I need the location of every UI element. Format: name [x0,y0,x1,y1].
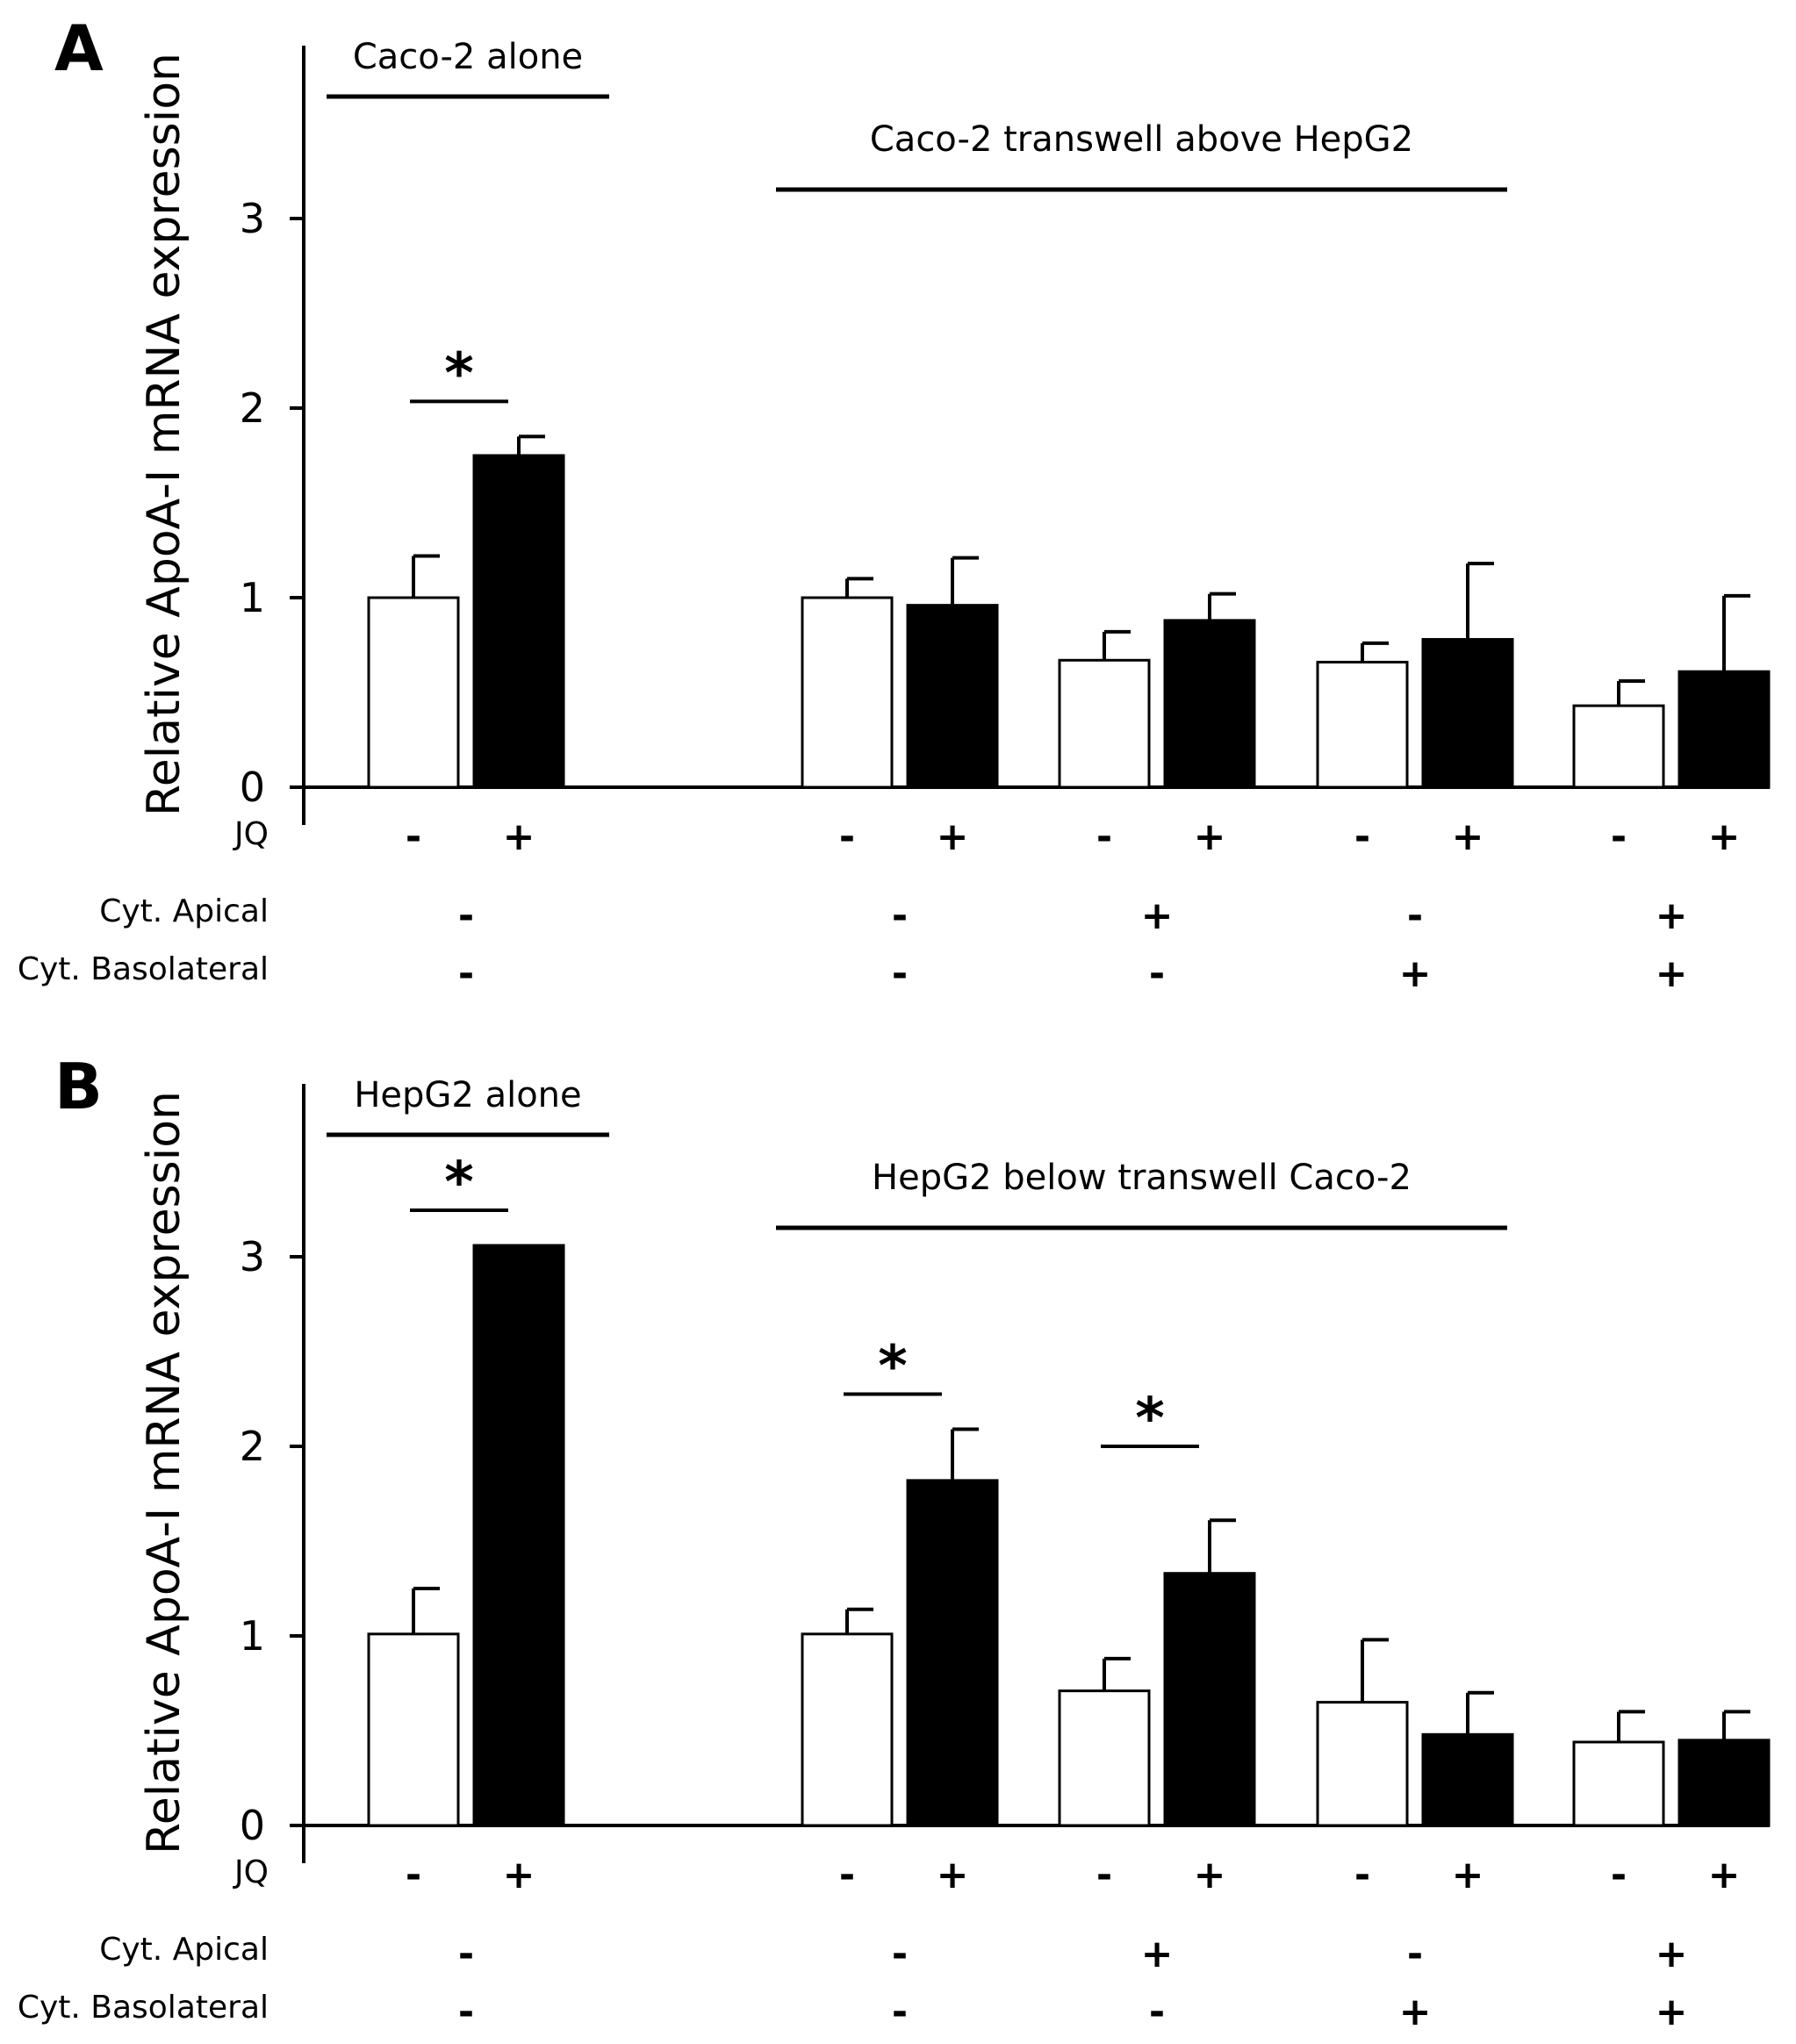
cyt-apical-sign: - [892,893,908,938]
jq-sign: - [1354,1853,1370,1897]
jq-sign: + [937,814,969,859]
cyt-apical-sign: + [1656,893,1688,938]
cyt-basolateral-sign: + [1656,1990,1688,2034]
y-axis-title: Relative ApoA-I mRNA expression [138,1091,190,1854]
panel-b: B 0 1 2 3 Relative ApoA-I mRNA expression HepG… [18,1050,1771,2034]
bar-jq-plus [472,1244,565,1827]
bar-jq-plus [1421,1732,1514,1827]
bar-jq-plus [1421,638,1514,789]
cyt-apical-sign: + [1656,1932,1688,1976]
cyt-basolateral-sign: - [458,951,474,996]
cyt-basolateral-sign: - [1149,1990,1165,2034]
bar-jq-minus [1316,1701,1409,1827]
jq-sign: + [1708,814,1741,859]
group-label: HepG2 alone [354,1075,581,1115]
cyt-apical-sign: - [892,1932,908,1976]
jq-sign: - [406,814,421,859]
bar-jq-minus [367,596,460,789]
row-label-jq: JQ [233,1854,269,1890]
jq-sign: - [1611,814,1627,859]
bar-jq-minus [1572,704,1665,789]
bar-jq-minus [1316,660,1409,789]
cyt-apical-sign: - [458,1932,474,1976]
jq-sign: + [1452,814,1484,859]
row-label-cyt-apical: Cyt. Apical [99,893,269,929]
cyt-basolateral-sign: + [1399,1990,1432,2034]
y-axis-title: Relative ApoA-I mRNA expression [138,53,190,816]
cyt-apical-sign: - [458,893,474,938]
cyt-basolateral-sign: + [1399,951,1432,996]
y-tick-label: 2 [240,1423,265,1470]
jq-sign: - [1096,1853,1112,1897]
jq-sign: + [1708,1853,1741,1897]
bar-jq-plus [906,604,999,789]
jq-sign: + [1194,814,1226,859]
cyt-apical-sign: - [1407,893,1423,938]
significance-star: * [878,1335,907,1400]
y-tick-label: 3 [240,195,265,242]
group-label: Caco-2 transwell above HepG2 [870,119,1413,160]
jq-sign: - [1611,1853,1627,1897]
bar-jq-minus [1572,1740,1665,1827]
panel-letter: A [54,11,104,85]
cyt-basolateral-sign: + [1656,951,1688,996]
y-tick-label: 2 [240,384,265,432]
group-label: HepG2 below transwell Caco-2 [872,1158,1412,1198]
cyt-basolateral-sign: - [892,951,908,996]
y-tick-label: 1 [240,1612,265,1660]
bar-jq-plus [906,1479,999,1827]
cyt-basolateral-sign: - [458,1990,474,2034]
bar-jq-plus [1677,1739,1771,1827]
jq-sign: - [839,1853,855,1897]
bar-jq-plus [1163,619,1256,789]
cyt-apical-sign: + [1141,1932,1174,1976]
jq-sign: + [937,1853,969,1897]
bar-jq-minus [1058,658,1151,789]
bar-jq-plus [1677,670,1771,789]
row-label-cyt-apical: Cyt. Apical [99,1932,269,1968]
cyt-basolateral-sign: - [1149,951,1165,996]
jq-sign: + [1194,1853,1226,1897]
cyt-apical-sign: - [1407,1932,1423,1976]
y-tick-label: 1 [240,574,265,621]
significance-star: * [444,341,473,406]
significance-star: * [1135,1387,1164,1452]
bar-jq-plus [1163,1572,1256,1827]
jq-sign: + [503,1853,535,1897]
jq-sign: - [1354,814,1370,859]
jq-sign: - [1096,814,1112,859]
jq-sign: - [839,814,855,859]
y-tick-label: 0 [240,1802,265,1849]
panel-a: A 0 1 2 3 Relative ApoA-I mRNA expression Caco… [18,11,1771,996]
jq-sign: + [503,814,535,859]
row-label-cyt-basolateral: Cyt. Basolateral [18,1990,269,2026]
jq-sign: - [406,1853,421,1897]
significance-star: * [444,1151,473,1216]
group-label: Caco-2 alone [353,37,583,77]
jq-sign: + [1452,1853,1484,1897]
bar-jq-minus [367,1632,460,1827]
bar-jq-plus [472,454,565,789]
row-label-jq: JQ [233,816,269,852]
bar-jq-minus [801,1632,894,1827]
bar-jq-minus [801,596,894,789]
cyt-basolateral-sign: - [892,1990,908,2034]
y-tick-label: 3 [240,1233,265,1280]
y-tick-label: 0 [240,764,265,811]
bar-jq-minus [1058,1689,1151,1827]
panel-letter: B [54,1050,103,1123]
cyt-apical-sign: + [1141,893,1174,938]
row-label-cyt-basolateral: Cyt. Basolateral [18,951,269,987]
